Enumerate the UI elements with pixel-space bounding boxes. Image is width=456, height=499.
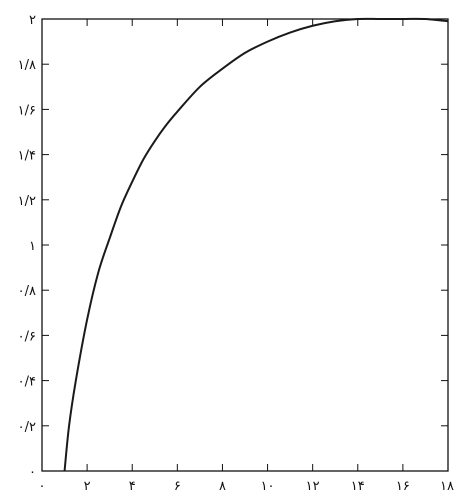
x-tick-label: ۸ <box>219 479 226 494</box>
y-tick-label: ۰/۶ <box>18 329 36 344</box>
y-tick-label: ۱/۶ <box>18 103 36 118</box>
x-tick-label: ۴ <box>129 479 136 494</box>
y-tick-label: ۱ <box>29 239 36 254</box>
x-tick-label: ۲ <box>84 479 91 494</box>
y-tick-label: ۰ <box>29 465 36 480</box>
y-tick-label: ۲ <box>29 13 36 28</box>
y-tick-label: ۱/۸ <box>18 58 36 73</box>
y-tick-label: ۱/۲ <box>18 194 36 209</box>
y-tick-label: ۰/۸ <box>18 284 36 299</box>
y-tick-label: ۰/۴ <box>18 375 36 390</box>
x-tick-label: ۰ <box>39 479 46 494</box>
x-tick-label: ۱۲ <box>306 479 320 494</box>
x-tick-label: ۱۴ <box>351 479 365 494</box>
x-tick-label: ۶ <box>174 479 181 494</box>
x-tick-label: ۱۸ <box>440 479 454 494</box>
x-tick-label: ۱۰ <box>261 479 275 494</box>
y-tick-label: ۱/۴ <box>18 149 36 164</box>
x-tick-label: ۱۶ <box>396 479 410 494</box>
y-tick-label: ۰/۲ <box>18 420 36 435</box>
